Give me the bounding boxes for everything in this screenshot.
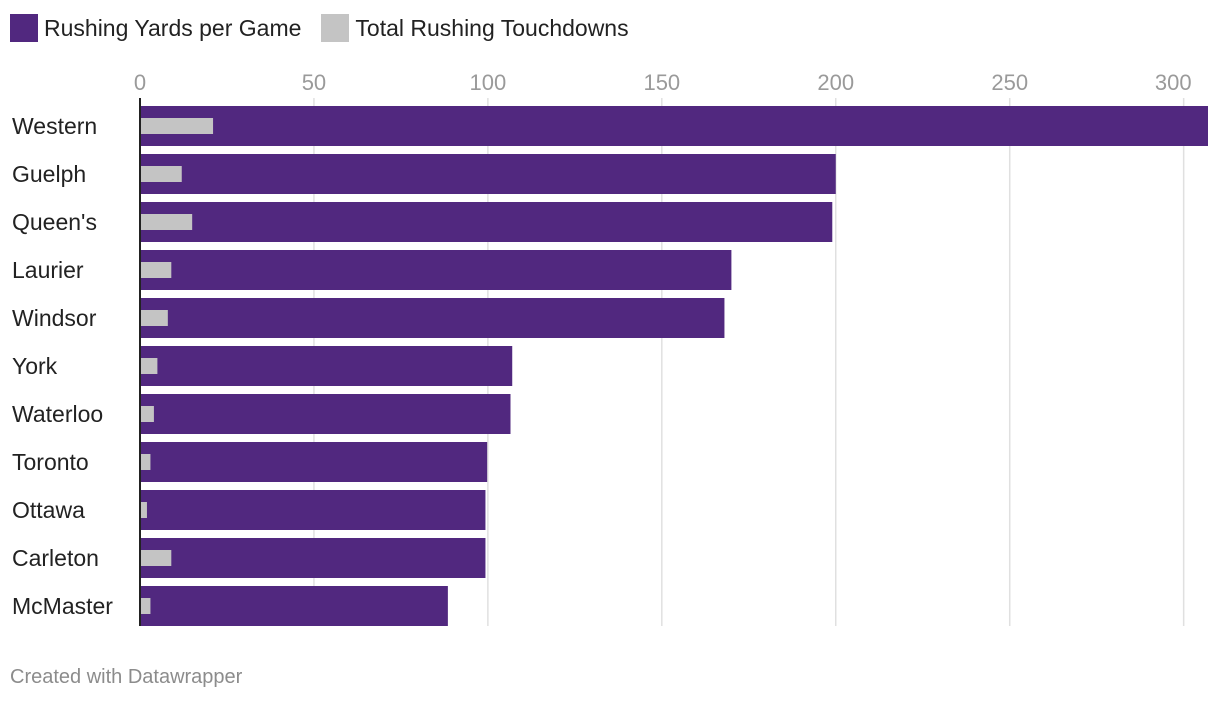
bar-rushing-touchdowns-western [140,118,214,134]
category-label-laurier: Laurier [12,257,84,283]
bar-rushing-yards-guelph [140,154,836,194]
bar-rushing-touchdowns-york [140,358,158,374]
x-tick-label-150: 150 [643,70,680,95]
category-label-western: Western [12,113,97,139]
legend-swatch-rushing-touchdowns [321,14,350,42]
bar-rushing-touchdowns-queen-s [140,214,193,230]
category-label-york: York [12,353,58,379]
bar-rushing-touchdowns-mcmaster [140,598,151,614]
bar-rushing-yards-western [140,106,1208,146]
x-tick-label-0: 0 [134,70,146,95]
x-tick-label-50: 50 [302,70,326,95]
x-tick-label-200: 200 [817,70,854,95]
bar-rushing-touchdowns-laurier [140,262,172,278]
x-tick-label-100: 100 [470,70,507,95]
chart-legend: Rushing Yards per Game Total Rushing Tou… [10,13,649,43]
category-label-guelph: Guelph [12,161,86,187]
bar-rushing-yards-mcmaster [140,586,448,626]
datawrapper-credit: Created with Datawrapper [10,666,243,688]
legend-item-rushing-yards: Rushing Yards per Game [10,14,301,42]
x-tick-label-250: 250 [991,70,1028,95]
bar-rushing-yards-windsor [140,298,725,338]
category-label-toronto: Toronto [12,449,89,475]
bar-chart: 0 50 100 150 200 250 300 Western Guelph Queen's La… [12,70,1208,626]
bar-rushing-touchdowns-carleton [140,550,172,566]
bar-rushing-yards-york [140,346,513,386]
category-label-ottawa: Ottawa [12,497,85,523]
bar-rushing-touchdowns-windsor [140,310,168,326]
bar-rushing-touchdowns-toronto [140,454,151,470]
bar-rushing-yards-waterloo [140,394,511,434]
legend-label-rushing-touchdowns: Total Rushing Touchdowns [355,14,629,41]
bar-rushing-yards-carleton [140,538,486,578]
legend-label-rushing-yards: Rushing Yards per Game [44,14,302,41]
bar-rushing-yards-queen-s [140,202,833,242]
bar-rushing-touchdowns-waterloo [140,406,154,422]
bar-rushing-yards-toronto [140,442,488,482]
x-tick-label-300: 300 [1155,70,1192,95]
legend-item-rushing-touchdowns: Total Rushing Touchdowns [321,14,629,42]
bar-rushing-touchdowns-guelph [140,166,182,182]
bar-rushing-touchdowns-ottawa [140,502,147,518]
category-label-queen-s: Queen's [12,209,97,235]
bar-rushing-yards-ottawa [140,490,486,530]
bar-rushing-yards-laurier [140,250,732,290]
category-label-windsor: Windsor [12,305,97,331]
category-label-mcmaster: McMaster [12,593,113,619]
legend-swatch-rushing-yards [10,14,38,42]
category-label-waterloo: Waterloo [12,401,103,427]
category-label-carleton: Carleton [12,545,99,571]
